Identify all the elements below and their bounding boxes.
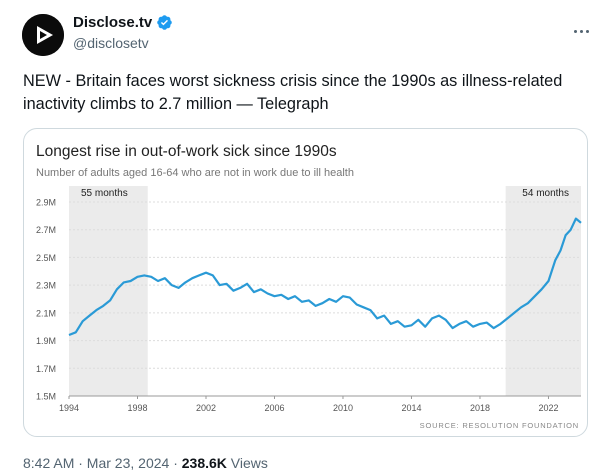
y-tick-label: 2.5M [36,253,56,263]
y-tick-label: 2.3M [36,281,56,291]
timestamp[interactable]: 8:42 AM · Mar 23, 2024 [23,455,170,471]
y-tick-label: 2.1M [36,308,56,318]
y-tick-label: 1.5M [36,392,56,402]
y-tick-label: 2.9M [36,198,56,208]
shaded-period-2 [505,186,581,396]
play-logo-icon [22,14,64,56]
author-handle[interactable]: @disclosetv [73,35,149,51]
tweet-text: NEW - Britain faces worst sickness crisi… [23,72,563,113]
x-tick-label: 2010 [333,403,353,413]
gridlines [69,201,581,397]
x-tick-label: 1998 [127,403,147,413]
tweet-meta: 8:42 AM · Mar 23, 2024 · 238.6K Views [23,455,268,471]
avatar[interactable] [22,14,64,56]
x-tick-label: 2014 [401,403,421,413]
shaded-period-label: 55 months [81,188,128,199]
y-tick-label: 2.7M [36,225,56,235]
chart-subtitle: Number of adults aged 16-64 who are not … [36,167,354,179]
chart: Longest rise in out-of-work sick since 1… [36,143,582,430]
verified-badge-icon [157,15,172,30]
y-axis: 1.5M 1.7M 1.9M 2.1M 2.3M 2.5M 2.7M 2.9M [36,198,56,402]
chart-card[interactable]: Longest rise in out-of-work sick since 1… [23,128,588,437]
shaded-period-1 [69,186,148,396]
x-tick-label: 2002 [196,403,216,413]
chart-source: SOURCE: RESOLUTION FOUNDATION [420,421,579,430]
y-tick-label: 1.9M [36,336,56,346]
x-tick-label: 1994 [59,403,79,413]
author-display-name[interactable]: Disclose.tv [73,14,153,31]
shaded-period-label: 54 months [522,188,569,199]
more-options-icon [573,29,577,33]
author-name-row: Disclose.tv [73,14,173,31]
shaded-periods: 55 months 54 months [69,186,581,396]
x-tick-label: 2022 [538,403,558,413]
more-options-button[interactable] [568,22,594,40]
y-tick-label: 1.7M [36,364,56,374]
series-line [68,217,582,337]
views-label: Views [226,455,268,471]
x-tick-label: 2006 [264,403,284,413]
views-count: 238.6K [181,455,227,471]
x-axis: 1994 1998 2002 2006 2010 2014 2018 2022 [59,396,558,413]
meta-separator: · [169,455,182,471]
x-tick-label: 2018 [470,403,490,413]
chart-title: Longest rise in out-of-work sick since 1… [36,143,337,160]
